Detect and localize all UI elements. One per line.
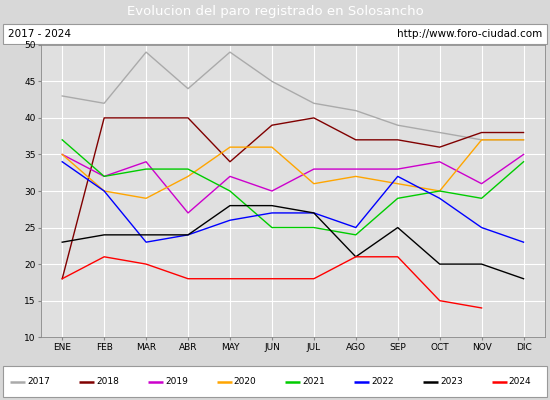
- Text: 2017 - 2024: 2017 - 2024: [8, 29, 72, 39]
- Text: Evolucion del paro registrado en Solosancho: Evolucion del paro registrado en Solosan…: [126, 5, 424, 18]
- Text: http://www.foro-ciudad.com: http://www.foro-ciudad.com: [397, 29, 542, 39]
- FancyBboxPatch shape: [3, 366, 547, 397]
- Text: 2024: 2024: [509, 377, 531, 386]
- Text: 2017: 2017: [28, 377, 51, 386]
- Text: 2020: 2020: [234, 377, 256, 386]
- Text: 2018: 2018: [96, 377, 119, 386]
- Text: 2022: 2022: [371, 377, 394, 386]
- Text: 2019: 2019: [165, 377, 188, 386]
- Text: 2021: 2021: [302, 377, 325, 386]
- Text: 2023: 2023: [440, 377, 463, 386]
- FancyBboxPatch shape: [3, 24, 547, 44]
